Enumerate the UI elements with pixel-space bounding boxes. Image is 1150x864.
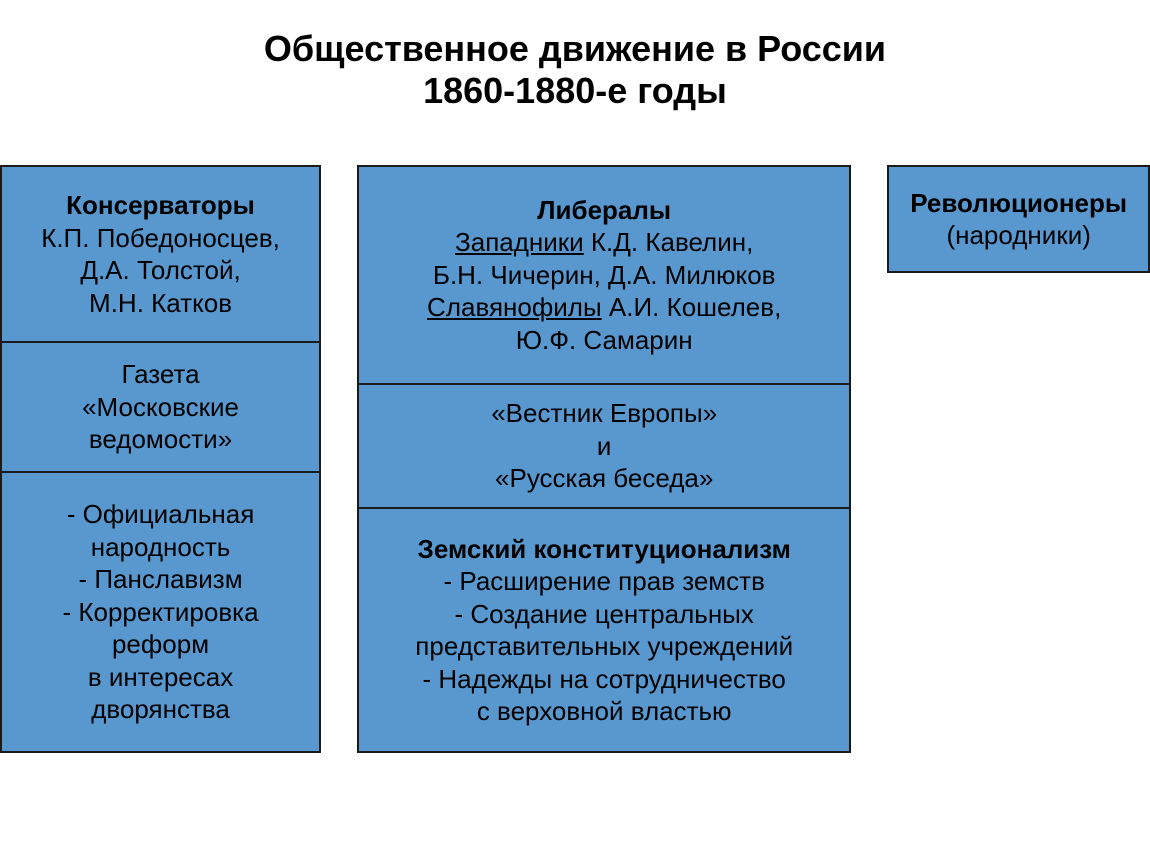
line-conservatives-1-2: ведомости»: [89, 423, 232, 456]
column-conservatives: КонсерваторыК.П. Победоносцев,Д.А. Толст…: [0, 165, 321, 753]
line-conservatives-0-2: Д.А. Толстой,: [80, 254, 240, 287]
cell-revolutionaries-0: Революционеры(народники): [887, 165, 1150, 273]
line-liberals-2-1: - Расширение прав земств: [443, 565, 764, 598]
columns-container: КонсерваторыК.П. Победоносцев,Д.А. Толст…: [0, 165, 1150, 753]
line-liberals-2-0: Земский конституционализм: [418, 533, 791, 566]
line-liberals-0-2: Б.Н. Чичерин, Д.А. Милюков: [433, 259, 776, 292]
line-liberals-0-0: Либералы: [537, 194, 671, 227]
cell-conservatives-1: Газета«Московскиеведомости»: [0, 343, 321, 473]
line-conservatives-1-0: Газета: [121, 358, 199, 391]
slide-root: Общественное движение в России 1860-1880…: [0, 0, 1150, 864]
line-conservatives-2-6: дворянства: [91, 693, 230, 726]
line-liberals-2-5: с верховной властью: [477, 695, 732, 728]
title-line-1: Общественное движение в России: [0, 28, 1150, 70]
line-conservatives-2-3: - Корректировка: [62, 596, 258, 629]
line-conservatives-2-1: народность: [91, 531, 231, 564]
line-revolutionaries-0-1: (народники): [946, 219, 1090, 252]
underlined-term: Западники: [455, 227, 584, 257]
column-liberals: ЛибералыЗападники К.Д. Кавелин,Б.Н. Чиче…: [357, 165, 851, 753]
underlined-term: Славянофилы: [427, 292, 602, 322]
cell-liberals-1: «Вестник Европы»и«Русская беседа»: [357, 385, 851, 509]
line-conservatives-0-0: Консерваторы: [66, 189, 255, 222]
cell-liberals-0: ЛибералыЗападники К.Д. Кавелин,Б.Н. Чиче…: [357, 165, 851, 385]
line-revolutionaries-0-0: Революционеры: [910, 187, 1127, 220]
line-conservatives-2-5: в интересах: [88, 661, 233, 694]
line-liberals-2-4: - Надежды на сотрудничество: [423, 663, 786, 696]
line-liberals-2-2: - Создание центральных: [454, 598, 753, 631]
column-revolutionaries: Революционеры(народники): [887, 165, 1150, 273]
line-liberals-1-0: «Вестник Европы»: [491, 397, 717, 430]
line-conservatives-2-0: - Официальная: [67, 498, 255, 531]
line-conservatives-2-4: реформ: [112, 628, 209, 661]
line-liberals-1-1: и: [597, 430, 612, 463]
line-liberals-0-3: Славянофилы А.И. Кошелев,: [427, 291, 781, 324]
title-block: Общественное движение в России 1860-1880…: [0, 0, 1150, 112]
line-liberals-0-4: Ю.Ф. Самарин: [516, 324, 693, 357]
line-conservatives-0-3: М.Н. Катков: [89, 287, 232, 320]
line-liberals-0-1: Западники К.Д. Кавелин,: [455, 226, 753, 259]
line-conservatives-2-2: - Панславизм: [78, 563, 242, 596]
cell-conservatives-0: КонсерваторыК.П. Победоносцев,Д.А. Толст…: [0, 165, 321, 343]
cell-conservatives-2: - Официальнаянародность- Панславизм- Кор…: [0, 473, 321, 753]
line-liberals-1-2: «Русская беседа»: [495, 462, 713, 495]
line-conservatives-0-1: К.П. Победоносцев,: [41, 222, 280, 255]
line-liberals-2-3: представительных учреждений: [415, 630, 793, 663]
line-conservatives-1-1: «Московские: [82, 391, 239, 424]
title-line-2: 1860-1880-е годы: [0, 70, 1150, 112]
cell-liberals-2: Земский конституционализм- Расширение пр…: [357, 509, 851, 753]
